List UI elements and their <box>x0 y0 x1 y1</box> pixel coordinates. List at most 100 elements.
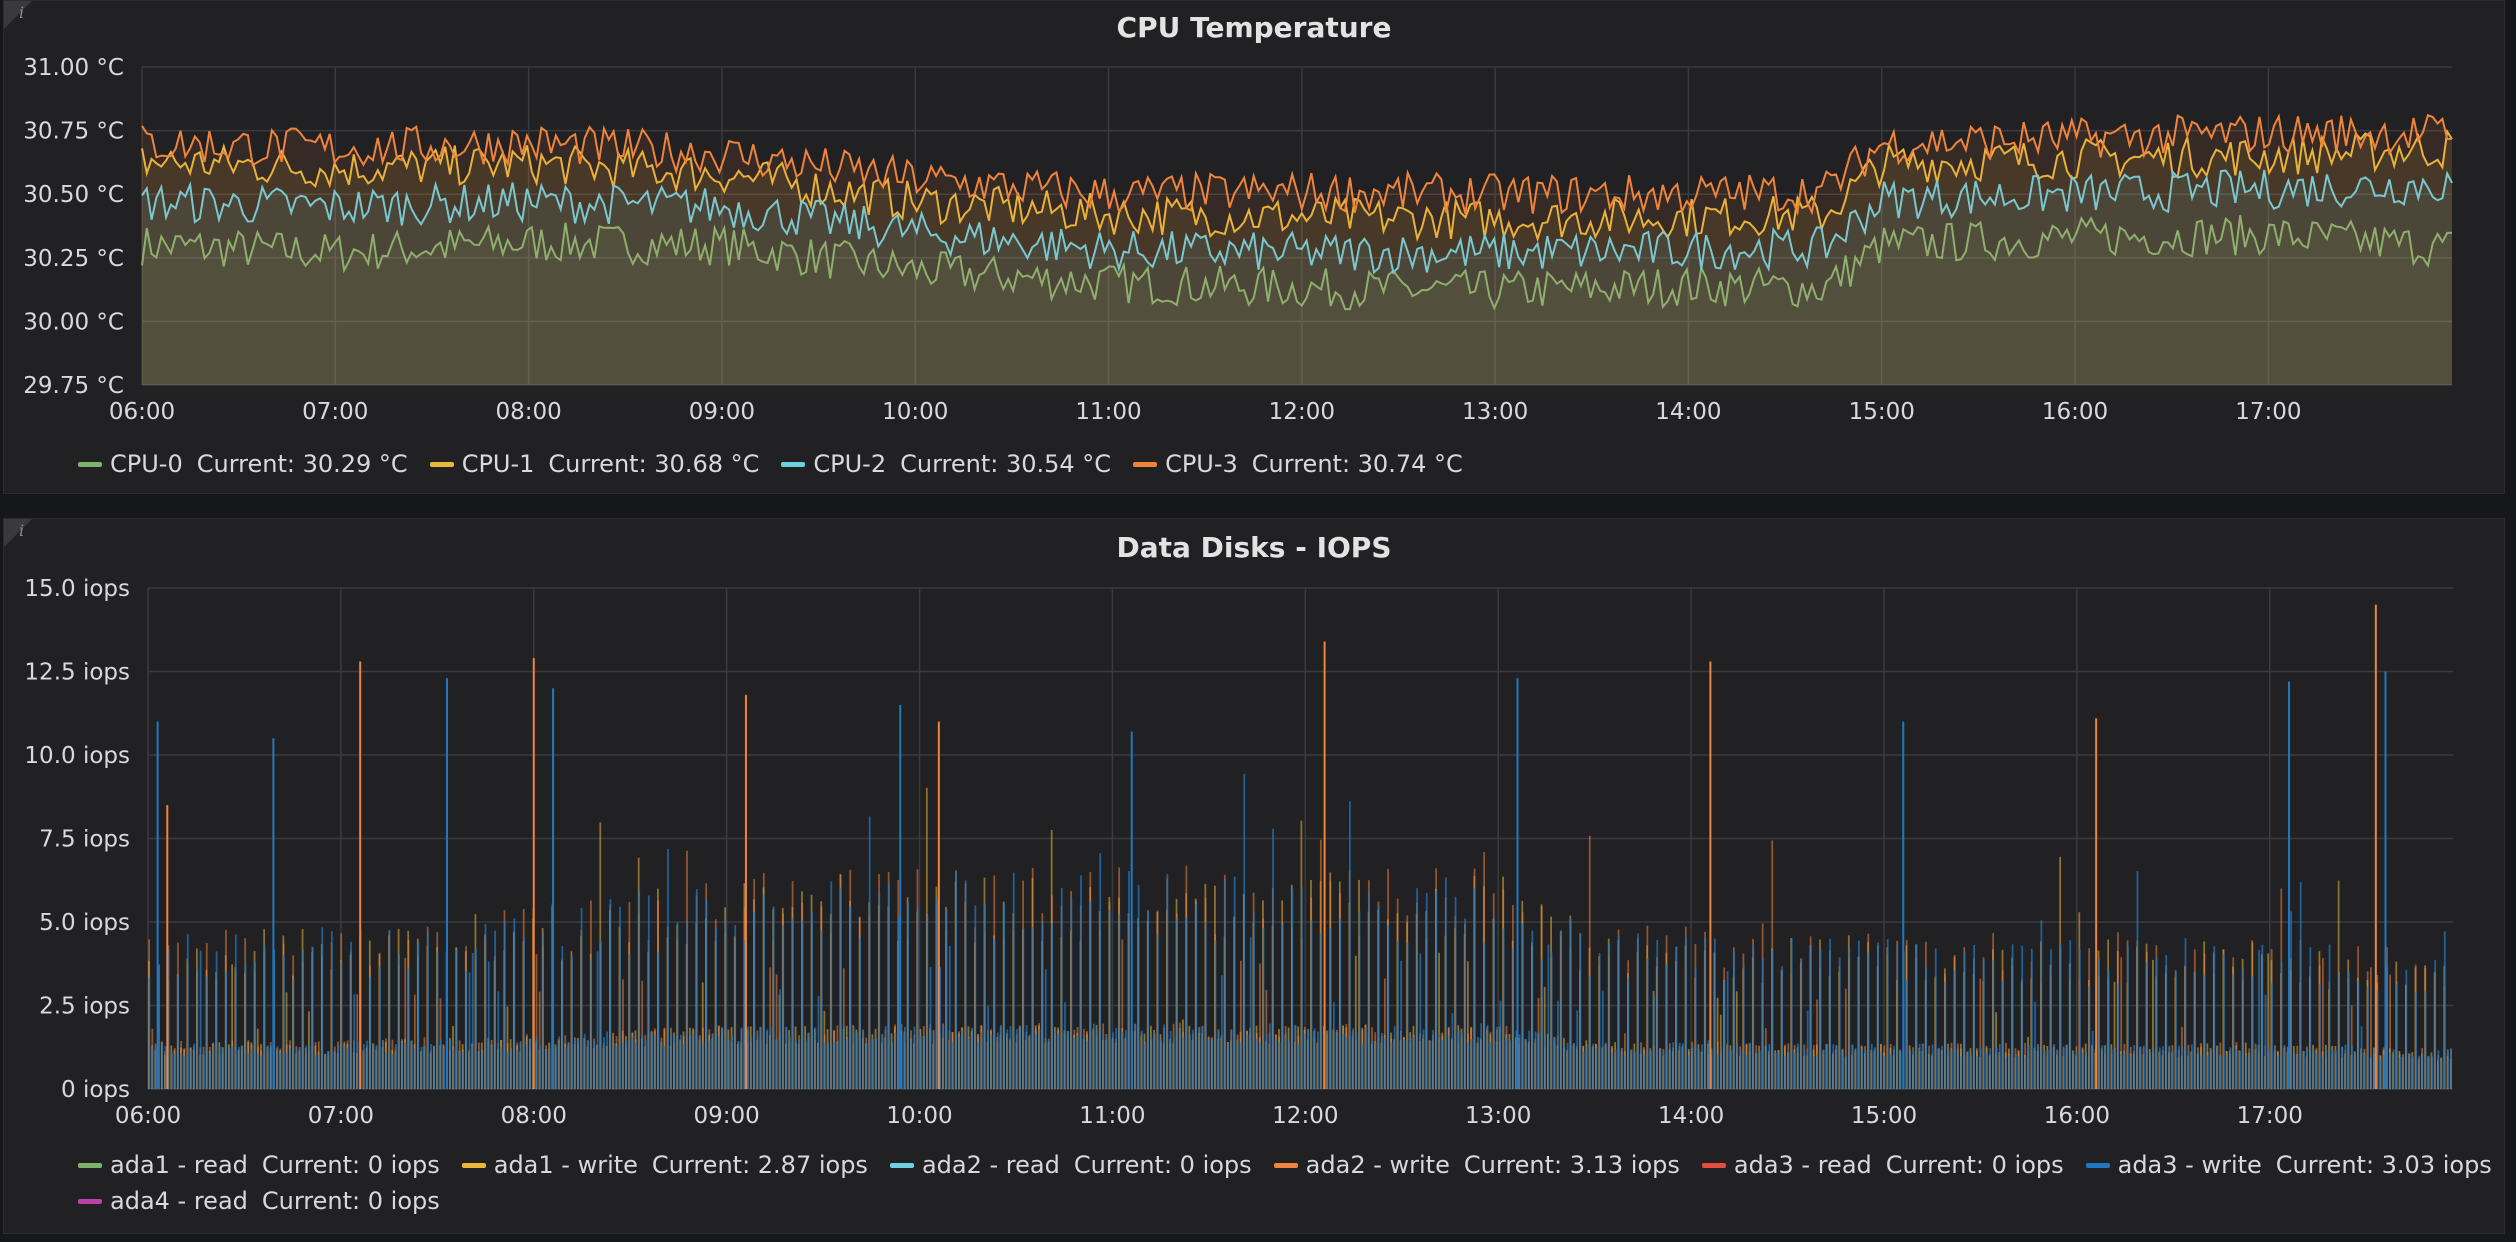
iops-bar <box>1354 955 1357 1089</box>
iops-bar <box>679 1034 682 1089</box>
iops-bar <box>1624 1054 1627 1089</box>
legend-item[interactable]: CPU-3 Current: 30.74 °C <box>1133 450 1463 478</box>
legend-item[interactable]: ada1 - read Current: 0 iops <box>78 1151 440 1179</box>
panel-corner[interactable] <box>4 1 32 29</box>
iops-bar <box>1214 940 1217 1089</box>
iops-bar <box>2347 971 2350 1089</box>
legend-swatch[interactable] <box>1701 1162 1726 1168</box>
x-tick-label: 14:00 <box>1658 1103 1724 1129</box>
legend-swatch[interactable] <box>1133 461 1158 467</box>
iops-bar <box>2091 1030 2094 1089</box>
legend-item[interactable]: CPU-1 Current: 30.68 °C <box>429 450 759 478</box>
iops-bar <box>1531 930 1534 1089</box>
iops-bar <box>2194 971 2196 1089</box>
legend-series-name[interactable]: ada1 - write <box>493 1151 638 1179</box>
iops-bar <box>2098 958 2100 1089</box>
legend-series-name[interactable]: ada3 - write <box>2117 1151 2262 1179</box>
x-tick-label: 13:00 <box>1462 399 1528 425</box>
legend-item[interactable]: ada2 - write Current: 3.13 iops <box>1273 1151 1680 1179</box>
legend-swatch[interactable] <box>429 461 454 467</box>
info-icon[interactable]: i <box>19 521 25 540</box>
legend-item[interactable]: ada2 - read Current: 0 iops <box>889 1151 1252 1179</box>
panel-corner[interactable] <box>4 519 32 547</box>
iops-bar <box>1534 1031 1537 1089</box>
legend-series-name[interactable]: CPU-3 <box>1165 450 1238 478</box>
x-tick-label: 17:00 <box>2235 399 2301 425</box>
legend-swatch[interactable] <box>781 461 806 467</box>
legend-swatch[interactable] <box>889 1162 914 1168</box>
iops-bar <box>737 1040 740 1089</box>
iops-bar <box>257 1053 260 1089</box>
legend-swatch[interactable] <box>78 461 102 467</box>
iops-bar <box>2267 953 2270 1089</box>
legend-series-name[interactable]: CPU-2 <box>813 450 887 478</box>
iops-bar <box>478 1052 480 1089</box>
iops-bar <box>164 1046 167 1089</box>
iops-bar <box>1909 1050 1912 1089</box>
x-tick-label: 14:00 <box>1655 399 1721 425</box>
iops-bar <box>2110 1049 2113 1089</box>
iops-bar <box>1713 938 1716 1089</box>
iops-bar <box>2290 911 2292 1089</box>
legend-swatch[interactable] <box>461 1162 486 1168</box>
legend-swatch[interactable] <box>2085 1162 2110 1168</box>
iops-bar <box>158 964 160 1089</box>
iops-bar <box>872 1039 874 1089</box>
iops-bar <box>1195 904 1198 1089</box>
iops-bar <box>1595 1048 1598 1089</box>
iops-bar <box>2216 1045 2219 1089</box>
legend-series-name[interactable]: ada1 - read <box>110 1151 248 1179</box>
iops-bar <box>891 1042 893 1089</box>
legend-item[interactable]: ada3 - read Current: 0 iops <box>1701 1151 2064 1179</box>
cpu-temperature-panel: i CPU Temperature 29.75 °C 30.00 °C 30.25 … <box>3 0 2505 494</box>
iops-bar <box>580 908 583 1089</box>
legend-series-name[interactable]: ada4 - read <box>110 1187 248 1215</box>
legend-series-name[interactable]: CPU-0 <box>110 450 183 478</box>
iops-bar <box>475 948 477 1089</box>
iops-bar <box>615 1045 618 1089</box>
legend-item[interactable]: ada3 - write Current: 3.03 iops <box>2085 1151 2492 1179</box>
legend-item[interactable]: CPU-0 Current: 30.29 °C <box>78 450 408 478</box>
iops-bar <box>1963 951 1966 1089</box>
iops-bar <box>407 968 410 1089</box>
legend-item[interactable]: CPU-2 Current: 30.54 °C <box>781 450 1111 478</box>
iops-bar <box>1704 938 1707 1089</box>
legend-swatch[interactable] <box>1273 1162 1298 1168</box>
iops-bar <box>1448 1035 1451 1089</box>
iops-bar <box>468 972 471 1089</box>
iops-bar <box>2309 947 2312 1089</box>
y-tick-label: 12.5 iops <box>24 660 130 686</box>
iops-bar <box>1224 879 1226 1089</box>
legend-series-name[interactable]: ada2 - read <box>921 1151 1060 1179</box>
iops-bar <box>1806 1010 1809 1089</box>
iops-bar <box>1067 1031 1070 1089</box>
legend-series-name[interactable]: CPU-1 <box>461 450 535 478</box>
iops-bar <box>497 991 500 1089</box>
iops-bar <box>2107 969 2110 1089</box>
iops-bar <box>1566 1042 1569 1089</box>
iops-bar <box>484 924 487 1089</box>
legend-current-value: Current: 3.03 iops <box>2275 1151 2492 1179</box>
iops-bar <box>1717 1054 1719 1089</box>
iops-bar <box>673 1035 676 1089</box>
iops-bar <box>1966 1051 1969 1089</box>
iops-bar <box>1076 1035 1079 1089</box>
iops-bar <box>1115 1027 1118 1089</box>
iops-bar <box>2239 1051 2241 1089</box>
legend-series-name[interactable]: ada2 - write <box>1305 1151 1450 1179</box>
iops-bar <box>148 977 151 1089</box>
iops-bar <box>2027 1045 2030 1089</box>
iops-bar <box>769 1026 772 1089</box>
iops-bar <box>913 1026 916 1089</box>
legend-item[interactable]: ada4 - read Current: 0 iops <box>78 1187 440 1215</box>
iops-bar <box>1294 1025 1297 1089</box>
legend-swatch[interactable] <box>78 1198 102 1204</box>
legend-item[interactable]: ada1 - write Current: 2.87 iops <box>461 1151 868 1179</box>
legend-series-name[interactable]: ada3 - read <box>1733 1151 1872 1179</box>
x-tick-label: 07:00 <box>308 1103 374 1129</box>
iops-bar <box>1012 872 1015 1089</box>
legend-swatch[interactable] <box>78 1162 102 1168</box>
iops-bar <box>302 950 304 1089</box>
iops-bar <box>1912 1051 1915 1089</box>
info-icon[interactable]: i <box>19 3 25 22</box>
